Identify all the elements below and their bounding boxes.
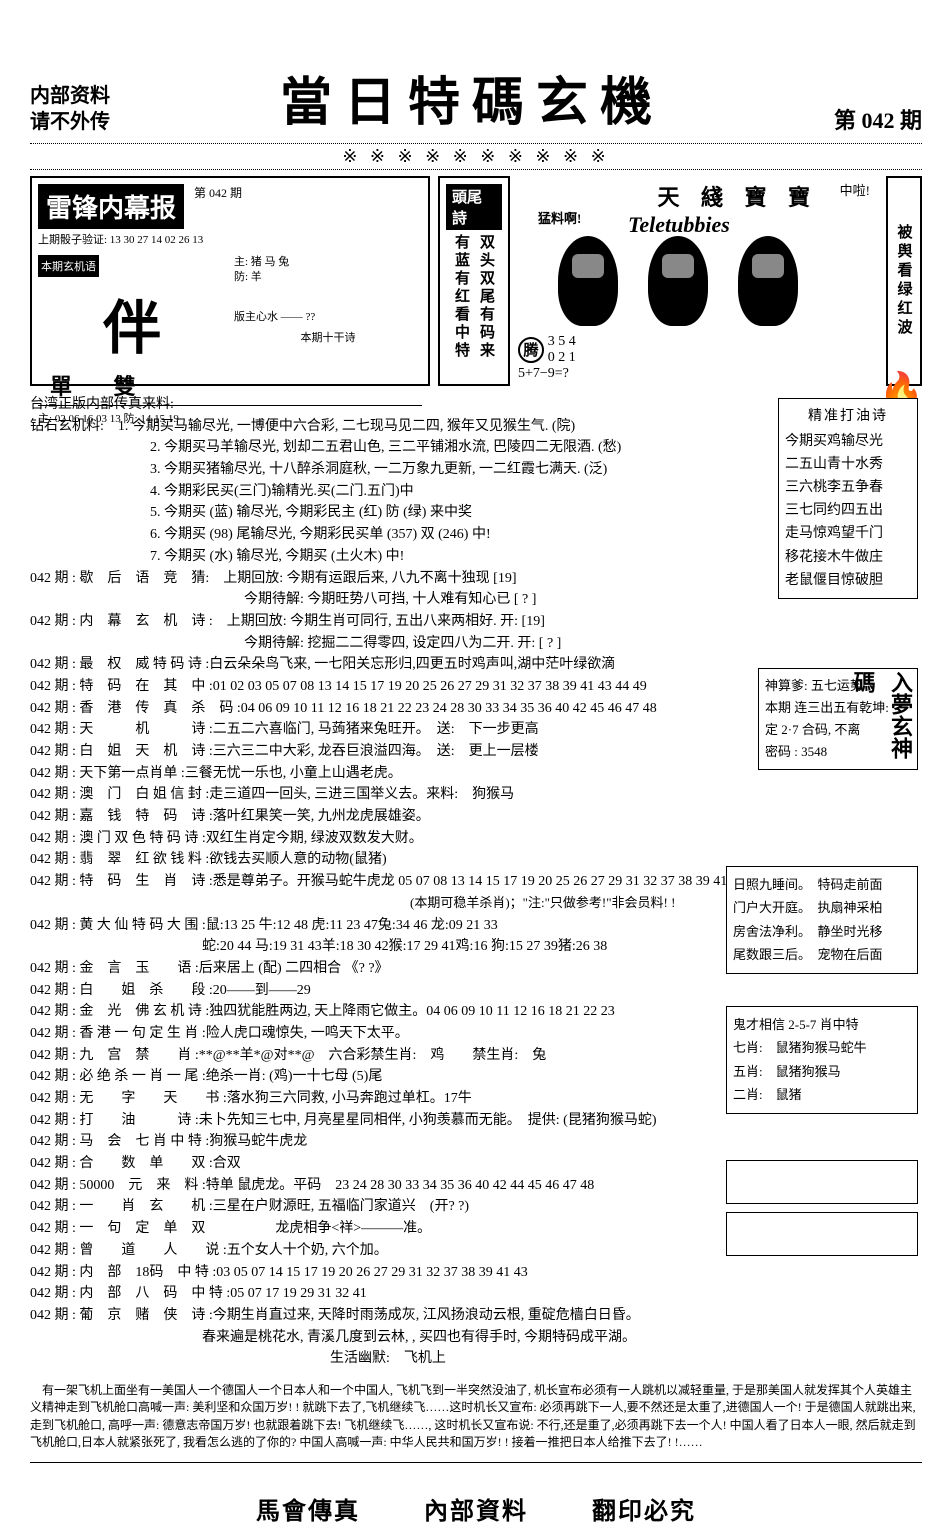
teletubby-icon: [738, 236, 798, 326]
leifeng-title: 雷锋内幕报: [38, 184, 184, 229]
footer: 馬會傳真 內部資料 翻印必究: [30, 1491, 922, 1526]
sb3-l1: 日照九睡间。 特码走前面: [733, 873, 911, 896]
leifeng-issue: 第 042 期: [194, 184, 242, 201]
teletubbies-panel: 天 綫 寶 寶 中啦! 猛料啊! Teletubbies 腾 3 5 4 0 2…: [518, 176, 878, 386]
teletubby-icon: [558, 236, 618, 326]
tele-m3: 5+7−9=?: [518, 366, 569, 381]
l-18: 042 期 : 内 部 18码 中 特 :03 05 07 14 15 17 1…: [30, 1262, 922, 1284]
nei2: 今期待解: 挖掘二二得零四, 设定四八为二开. 开: [ ? ]: [30, 633, 922, 655]
poem-panel: 頭尾詩 有蓝有红看中特 双头双尾有码来: [438, 176, 510, 386]
main-content: 精准打油诗 今期买鸡输尽光 二五山青十水秀 三六桃李五争春 三七同约四五出 走马…: [30, 394, 922, 1452]
sb1-l4: 三七同约四五出: [785, 499, 911, 522]
l-ams: 042 期 : 澳 门 双 色 特 码 诗 :双红生肖定今期, 绿波双数发大财。: [30, 828, 922, 850]
sb3-l4: 尾数跟三后。 宠物在后面: [733, 943, 911, 966]
main-title: 當日特碼玄機: [130, 60, 814, 135]
l-jq: 042 期 : 嘉 钱 特 码 诗 :落叶红果笑一笑, 九州龙虎展雄姿。: [30, 806, 922, 828]
note-l2: 请不外传: [30, 109, 110, 135]
l-am: 042 期 : 澳 门 白 姐 信 封 :走三道四一回头, 三进三国举义去。来料…: [30, 784, 922, 806]
leifeng-zhu: 主: 猪 马 兔: [234, 255, 422, 270]
tele-m2: 0 2 1: [548, 350, 576, 365]
footer-c: 翻印必究: [592, 1499, 696, 1525]
tele-logo: Teletubbies: [628, 212, 730, 238]
leifeng-nums: 上期骰子验证: 13 30 27 14 02 26 13: [38, 231, 422, 247]
sb4-l3: 五肖: 鼠猪狗猴马: [733, 1060, 911, 1083]
sidebox-ghost-zodiac: 鬼才相信 2-5-7 肖中特 七肖: 鼠猪狗猴马蛇牛 五肖: 鼠猪狗猴马 二肖:…: [726, 1006, 918, 1114]
l-dj2: 春来遍是桃花水, 青溪几度到云林, , 买四也有得手时, 今期特码成平湖。: [30, 1327, 922, 1349]
leifeng-tag: 本期玄机语: [38, 255, 99, 277]
confidential-note: 内部资料 请不外传: [30, 83, 110, 135]
tele-figures: [558, 236, 798, 326]
wave-text: 被舆看绿红波: [894, 224, 915, 338]
teletubby-icon: [648, 236, 708, 326]
footer-a: 馬會傳真: [256, 1499, 360, 1525]
sb1-title: 精准打油诗: [785, 405, 911, 428]
tele-excl: 猛料啊!: [538, 208, 581, 227]
top-panels: 雷锋内幕报 第 042 期 上期骰子验证: 13 30 27 14 02 26 …: [30, 176, 922, 386]
story-text: 有一架飞机上面坐有一美国人一个德国人一个日本人和一个中国人, 飞机飞到一半突然没…: [30, 1382, 922, 1452]
leifeng-panel: 雷锋内幕报 第 042 期 上期骰子验证: 13 30 27 14 02 26 …: [30, 176, 430, 386]
sb1-l7: 老鼠偃目惊破胆: [785, 569, 911, 592]
l-8: 042 期 : 内 部 八 码 中 特 :05 07 17 19 29 31 3…: [30, 1283, 922, 1305]
l-mh: 042 期 : 马 会 七 肖 中 特 :狗猴马蛇牛虎龙: [30, 1131, 922, 1153]
sb1-l3: 三六桃李五争春: [785, 476, 911, 499]
sb4-l1: 鬼才相信 2-5-7 肖中特: [733, 1013, 911, 1036]
poem-col1: 有蓝有红看中特: [451, 234, 472, 378]
poem-title: 頭尾詩: [446, 184, 502, 230]
tele-zhong: 中啦!: [840, 180, 870, 199]
l-bjs: 042 期 : 白 姐 杀 段 :20——到——29: [30, 980, 922, 1002]
nei1: 042 期 : 内 幕 玄 机 诗 : 上期回放: 今期生肖可同行, 五出八来两…: [30, 611, 922, 633]
issue-number: 第 042 期: [834, 103, 922, 135]
tele-title: 天 綫 寶 寶: [657, 180, 818, 212]
divider: ※ ※ ※ ※ ※ ※ ※ ※ ※ ※: [30, 143, 922, 170]
l-life: 生活幽默: 飞机上: [30, 1348, 922, 1370]
sb1-l1: 今期买鸡输尽光: [785, 430, 911, 453]
sb3-l3: 房舍法净利。 静坐时光移: [733, 920, 911, 943]
leifeng-bot-title: 本期十干诗: [234, 331, 422, 346]
footer-b: 內部資料: [424, 1499, 528, 1525]
sidebox-oil-poem: 精准打油诗 今期买鸡输尽光 二五山青十水秀 三六桃李五争春 三七同约四五出 走马…: [778, 398, 918, 599]
tele-m1: 3 5 4: [548, 334, 576, 349]
sidebox-empty-2: [726, 1212, 918, 1256]
teng-icon: 腾: [518, 337, 544, 363]
leifeng-fang: 防: 羊: [234, 270, 422, 285]
sb1-l6: 移花接木牛做庄: [785, 546, 911, 569]
footer-line: [30, 1462, 922, 1463]
sb4-l2: 七肖: 鼠猪狗猴马蛇牛: [733, 1036, 911, 1059]
note-l1: 内部资料: [30, 83, 110, 109]
sb2-side: 入夢玄神碼: [844, 671, 919, 769]
sb3-l2: 门户大开庭。 执扇神采柏: [733, 896, 911, 919]
sb4-l4: 二肖: 鼠猪: [733, 1083, 911, 1106]
wave-panel: 被舆看绿红波: [886, 176, 922, 386]
sidebox-dream-code: 入夢玄神碼 神算爹: 五七运势 本期 连三出五有乾坤: 定 2·7 合码, 不离…: [758, 668, 918, 770]
l-dj1: 042 期 : 葡 京 赌 侠 诗 :今期生肖直过来, 天降时雨荡成灰, 江风扬…: [30, 1305, 922, 1327]
sidebox-empty-1: [726, 1160, 918, 1204]
header: 内部资料 请不外传 當日特碼玄機 第 042 期: [30, 60, 922, 135]
leifeng-char: 伴: [38, 281, 226, 365]
poem-col2: 双头双尾有码来: [476, 234, 497, 378]
sb1-l5: 走马惊鸡望千门: [785, 522, 911, 545]
sidebox-sun-poem: 日照九睡间。 特码走前面 门户大开庭。 执扇神采柏 房舍法净利。 静坐时光移 尾…: [726, 866, 918, 974]
tele-math: 腾 3 5 4 0 2 1 5+7−9=?: [518, 334, 576, 382]
leifeng-xin: 版主心水 —— ??: [234, 310, 422, 325]
sb1-l2: 二五山青十水秀: [785, 453, 911, 476]
